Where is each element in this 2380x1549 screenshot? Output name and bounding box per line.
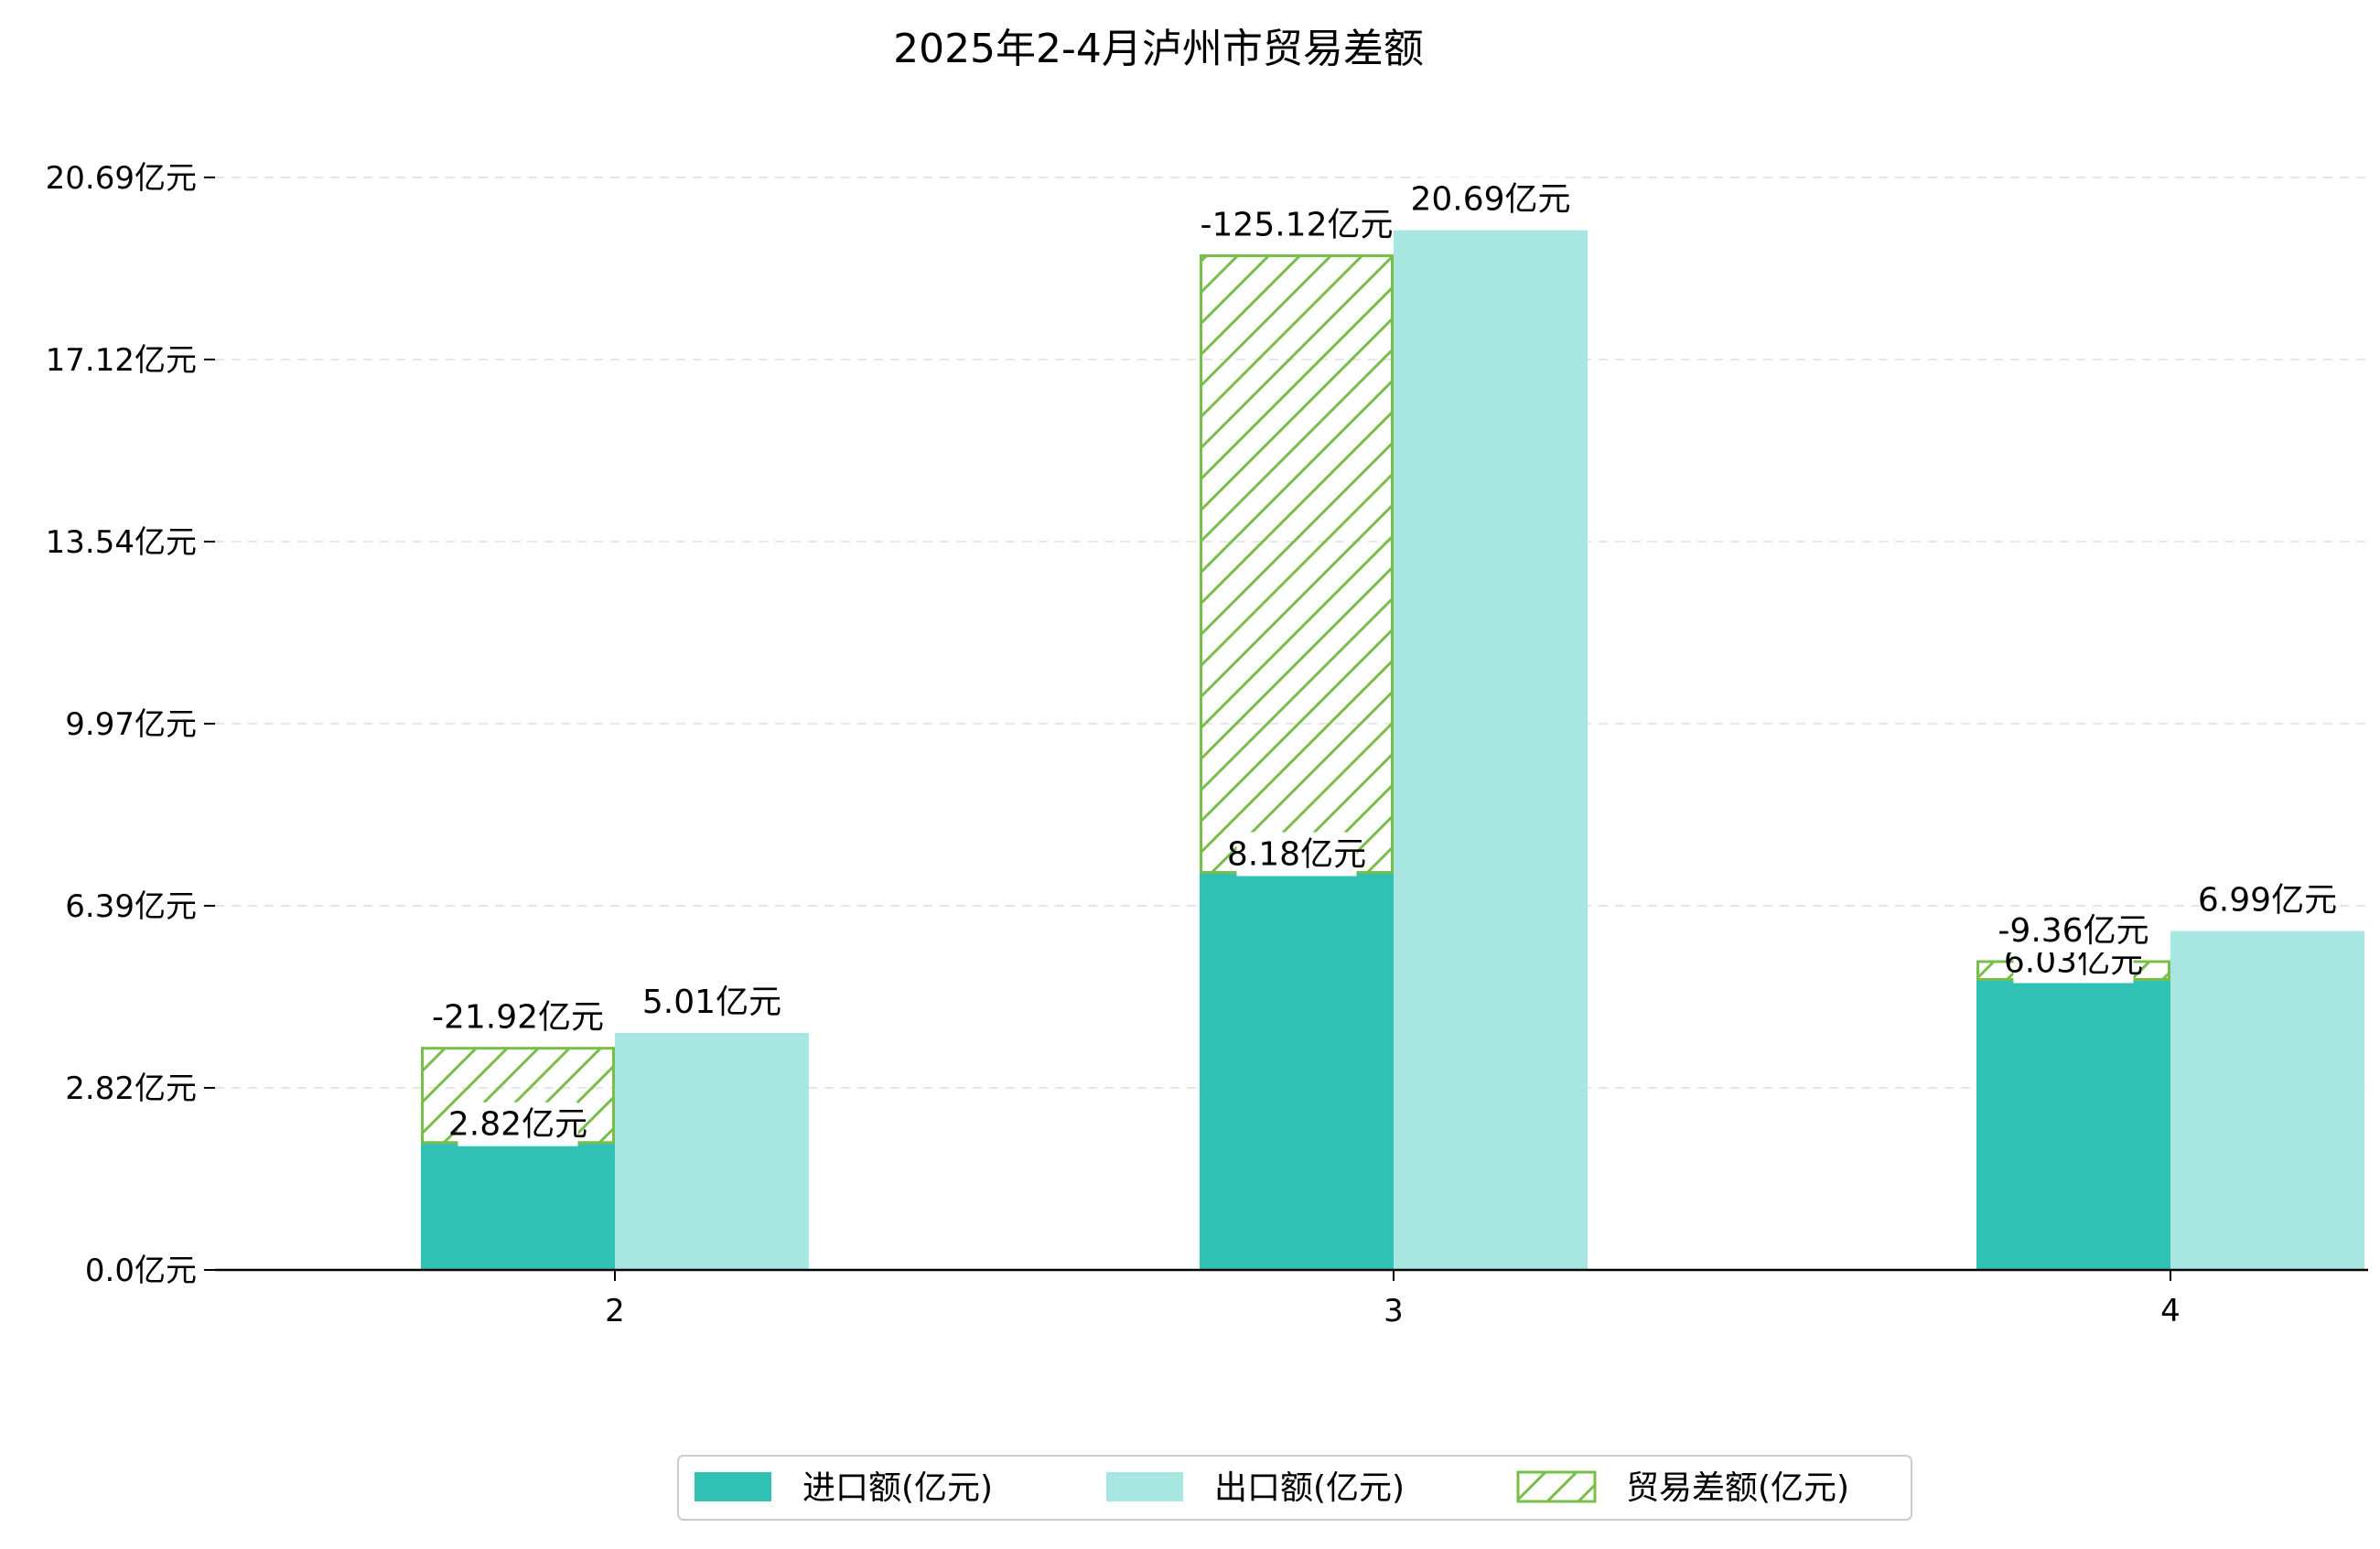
legend-swatch — [1106, 1472, 1183, 1501]
import-value-label: 2.82亿元 — [448, 1106, 587, 1144]
export-value-label: 5.01亿元 — [642, 984, 781, 1021]
export-bar — [615, 1032, 809, 1270]
export-bar — [1394, 230, 1588, 1271]
import-value-label: 8.18亿元 — [1227, 836, 1366, 874]
y-tick-label: 6.39亿元 — [65, 888, 197, 925]
trade-balance-bar — [1200, 254, 1394, 875]
import-value-label-bg — [458, 1102, 578, 1146]
legend-swatch — [1516, 1470, 1597, 1503]
y-tick-label: 20.69亿元 — [46, 160, 197, 197]
trade-balance-value-label-bg — [1211, 202, 1383, 247]
x-tick-label: 4 — [2160, 1293, 2181, 1329]
bars — [421, 230, 2364, 1271]
import-bar — [421, 1142, 615, 1270]
x-tick-label: 3 — [1384, 1293, 1404, 1329]
y-tick-label: 0.0亿元 — [85, 1253, 197, 1289]
import-value-label-bg — [1236, 832, 1357, 877]
export-value-label-bg — [652, 979, 772, 1024]
trade-balance-value-label: -21.92亿元 — [432, 999, 604, 1037]
y-tick-label: 2.82亿元 — [65, 1070, 197, 1107]
export-value-label-bg — [2207, 877, 2328, 922]
legend-label: 贸易差额(亿元) — [1626, 1469, 1849, 1507]
export-value-label-bg — [1422, 177, 1559, 221]
import-bar — [1200, 872, 1394, 1270]
export-value-label: 20.69亿元 — [1410, 181, 1570, 219]
legend-swatch — [695, 1472, 771, 1501]
legend: 进口额(亿元) 出口额(亿元) 贸易差额(亿元) — [677, 1455, 1912, 1521]
import-bar — [1976, 979, 2170, 1270]
trade-balance-value-label-bg — [441, 995, 595, 1039]
data-labels: 2.82亿元 5.01亿元 -21.92亿元 8.18亿元 20.69亿元 -125.12… — [432, 177, 2337, 1146]
export-bar — [2170, 930, 2364, 1270]
trade-balance-value-label: -9.36亿元 — [1998, 912, 2148, 950]
y-tick-label: 13.54亿元 — [46, 524, 197, 561]
legend-frame — [677, 1455, 1912, 1521]
trade-balance-value-label: -125.12亿元 — [1201, 207, 1394, 244]
y-tick-label: 9.97亿元 — [65, 706, 197, 743]
y-tick-label: 17.12亿元 — [46, 342, 197, 379]
trade-balance-value-label-bg — [2005, 909, 2142, 953]
export-value-label: 6.99亿元 — [2198, 882, 2337, 920]
x-tick-label: 2 — [605, 1293, 625, 1329]
legend-label: 出口额(亿元) — [1214, 1469, 1405, 1507]
axes: 0.0亿元 2.82亿元 6.39亿元 9.97亿元 13.54亿元 17.12亿元 20.… — [46, 160, 2368, 1329]
chart-title: 2025年2-4月泸州市贸易差额 — [893, 26, 1424, 72]
legend-label: 进口额(亿元) — [802, 1469, 993, 1507]
